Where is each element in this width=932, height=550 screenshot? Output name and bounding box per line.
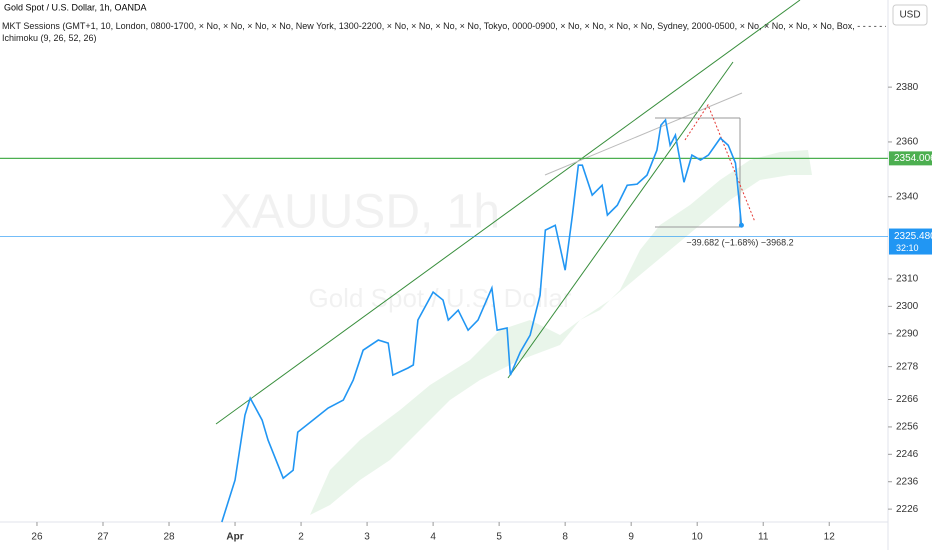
x-tick-label: 27 <box>97 532 109 543</box>
indicator-box: MKT Sessions (GMT+1, 10, London, 0800-17… <box>2 20 886 44</box>
trend-line <box>215 0 801 425</box>
x-tick-label: Apr <box>226 532 243 543</box>
ichimoku-cloud <box>310 150 812 515</box>
trend-line <box>507 61 734 379</box>
x-tick-label: 4 <box>430 532 436 543</box>
x-tick-label: 11 <box>758 532 769 543</box>
x-tick-label: 12 <box>824 532 836 543</box>
countdown: 32:10 <box>896 243 919 253</box>
x-tick-label: 5 <box>496 532 502 543</box>
x-tick-label: 9 <box>628 532 634 543</box>
x-tick-label: 2 <box>298 532 304 543</box>
measure-label: −39.682 (−1.68%) −3968.2 <box>686 237 793 247</box>
projection <box>684 103 756 223</box>
currency[interactable]: USD <box>899 10 920 21</box>
chart-title: Gold Spot / U.S. Dollar, 1h, OANDA <box>4 2 147 12</box>
y-tick-label: 2340 <box>896 191 919 202</box>
x-tick-label: 10 <box>692 532 704 543</box>
price-level-label: 2354.006 <box>894 153 932 164</box>
y-tick-label: 2236 <box>896 476 919 487</box>
price-level-label: 2325.480 <box>894 231 932 242</box>
y-tick-label: 2226 <box>896 504 919 515</box>
x-tick-label: 26 <box>31 532 43 543</box>
price-level-box <box>889 228 932 255</box>
y-tick-label: 2256 <box>896 422 919 433</box>
currency-box[interactable] <box>892 4 928 26</box>
x-tick-label: 8 <box>562 532 568 543</box>
y-tick-label: 2246 <box>896 449 919 460</box>
x-tick-label: 28 <box>163 532 175 543</box>
y-tick-label: 2266 <box>896 394 919 405</box>
indicator: MKT Sessions (GMT+1, 10, London, 0800-17… <box>2 21 886 31</box>
indicator-list: MKT Sessions (GMT+1, 10, London, 0800-17… <box>2 20 886 44</box>
watermark-symbol: XAUUSD, 1h <box>220 186 500 239</box>
y-tick-label: 2278 <box>896 361 919 372</box>
trend-line <box>544 92 743 176</box>
y-tick-label: 2380 <box>896 82 919 93</box>
y-tick-label: 2360 <box>896 137 919 148</box>
indicator: Ichimoku (9, 26, 52, 26) <box>2 33 97 43</box>
last-point <box>738 222 744 228</box>
y-tick-label: 2300 <box>896 301 919 312</box>
y-tick-label: 2290 <box>896 328 919 339</box>
x-tick-label: 3 <box>364 532 370 543</box>
price-line <box>221 118 743 523</box>
price-level-box <box>889 151 932 166</box>
y-tick-label: 2310 <box>896 274 919 285</box>
